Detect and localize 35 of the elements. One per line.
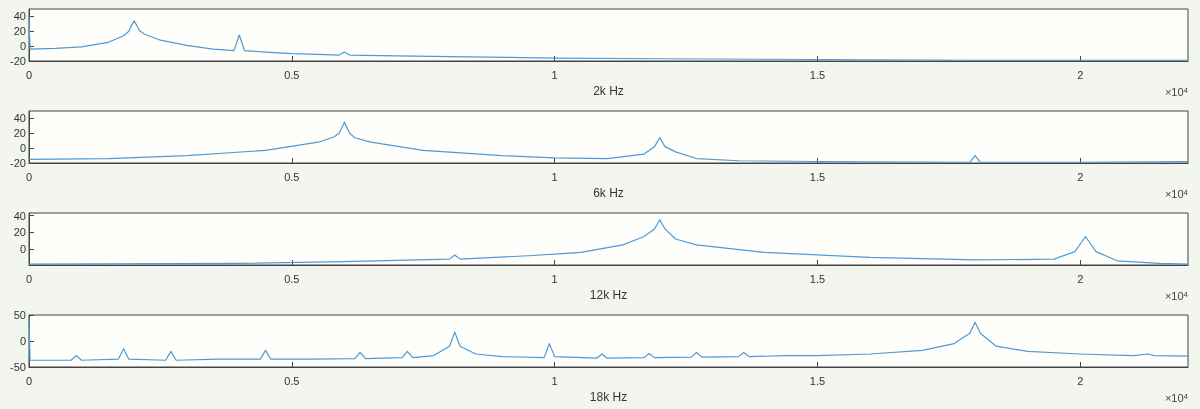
y-tick-label: 20 bbox=[13, 226, 26, 239]
y-tick-label: 0 bbox=[19, 335, 26, 347]
y-tick-label: 50 bbox=[13, 309, 26, 321]
x-tick-label: 0.5 bbox=[284, 374, 300, 387]
x-tick-label: 1 bbox=[551, 68, 558, 81]
y-tick-label: -20 bbox=[10, 157, 26, 169]
x-axis-title: 12k Hz bbox=[589, 287, 628, 302]
y-tick-label: -50 bbox=[10, 361, 26, 373]
x-tick-label: 1.5 bbox=[809, 68, 826, 81]
x-tick-label: 2 bbox=[1077, 272, 1084, 285]
y-tick-label: 40 bbox=[13, 10, 26, 23]
y-tick-label: 40 bbox=[13, 209, 26, 222]
y-tick-label: 0 bbox=[19, 142, 26, 155]
line-series bbox=[28, 317, 1189, 361]
x-axis-title: 6k Hz bbox=[593, 185, 624, 200]
y-tick-label: 0 bbox=[19, 40, 26, 53]
x-tick-label: 2 bbox=[1077, 170, 1084, 183]
x-tick-label: 1 bbox=[551, 374, 558, 387]
y-tick-label: 0 bbox=[19, 243, 26, 256]
x-tick-label: 0.5 bbox=[284, 68, 300, 81]
x-axis-title: 18k Hz bbox=[589, 389, 628, 404]
x-tick-label: 1.5 bbox=[809, 272, 826, 285]
y-tick-label: -20 bbox=[10, 55, 26, 67]
x-tick-label: 1.5 bbox=[809, 374, 826, 387]
y-tick-label: 20 bbox=[13, 127, 26, 140]
y-tick-label: 20 bbox=[13, 25, 26, 38]
x-tick-label: 0.5 bbox=[284, 272, 300, 285]
x-tick-label: 1.5 bbox=[809, 170, 826, 183]
x-tick-label: 0.5 bbox=[284, 170, 300, 183]
y-tick-label: 40 bbox=[13, 112, 26, 125]
x-tick-label: 2 bbox=[1077, 68, 1084, 81]
x-tick-label: 2 bbox=[1077, 374, 1084, 387]
x-tick-label: 1 bbox=[551, 170, 558, 183]
x-axis-title: 2k Hz bbox=[593, 83, 624, 98]
x-tick-label: 1 bbox=[551, 272, 558, 285]
